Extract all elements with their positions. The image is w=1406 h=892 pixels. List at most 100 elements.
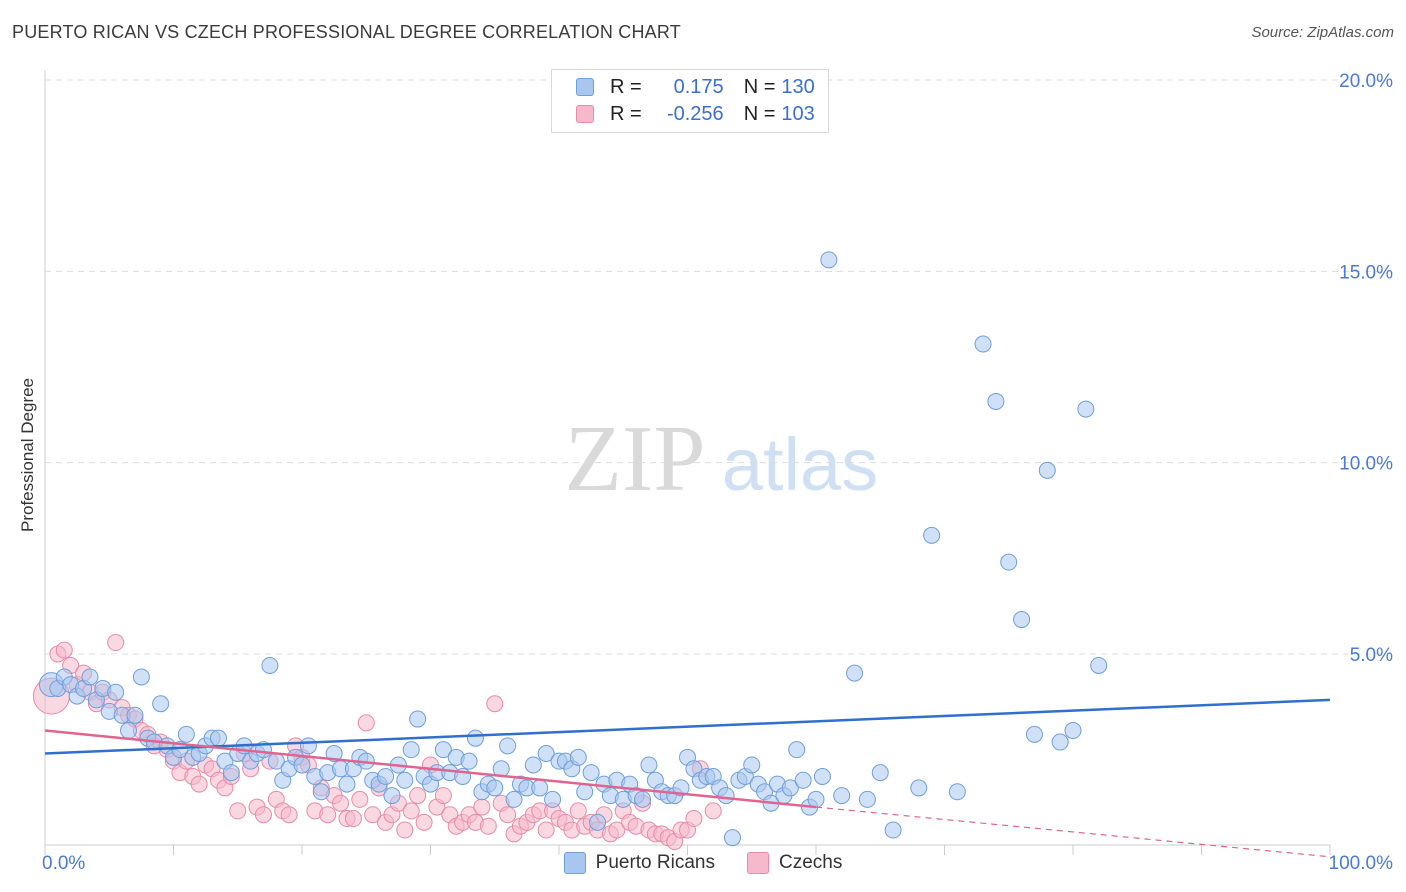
- czech-point: [254, 806, 272, 824]
- series-legend-czech[interactable]: Czechs: [746, 852, 843, 874]
- czech-point: [704, 802, 722, 820]
- czech-trend-extension: [815, 806, 1331, 858]
- legend-row-puerto-rican: R = 0.175 N = 130: [576, 75, 815, 99]
- czech-point: [409, 787, 427, 805]
- czech-point: [608, 821, 626, 839]
- czech-trend-line: [44, 729, 817, 809]
- puerto-rican-label: Puerto Ricans: [595, 852, 715, 873]
- puerto-rican-point: [948, 783, 966, 801]
- puerto-rican-point: [537, 744, 555, 762]
- czech-point: [351, 790, 369, 808]
- puerto-rican-point: [672, 779, 690, 797]
- puerto-rican-point: [402, 741, 420, 759]
- legend-n-label: N =: [743, 75, 776, 98]
- puerto-rican-point: [460, 752, 478, 770]
- y-tick-label: 5.0%: [1350, 645, 1393, 666]
- puerto-rican-point: [209, 729, 227, 747]
- czech-point: [402, 802, 420, 820]
- puerto-rican-point: [858, 790, 876, 808]
- puerto-rican-point: [312, 783, 330, 801]
- series-legend-puerto-rican[interactable]: Puerto Ricans: [563, 852, 715, 874]
- puerto-rican-point: [120, 722, 138, 740]
- correlation-legend: R = 0.175 N = 130 R = -0.256 N = 103: [551, 69, 829, 133]
- series-legend: Puerto Ricans Czechs: [0, 852, 1406, 874]
- puerto-rican-points: [38, 251, 1108, 847]
- puerto-rican-point: [1013, 611, 1031, 629]
- czech-point: [364, 806, 382, 824]
- puerto-rican-point: [813, 767, 831, 785]
- puerto-rican-point: [1000, 553, 1018, 571]
- trend-lines: [44, 698, 1331, 858]
- legend-r-label: R =: [610, 102, 642, 125]
- puerto-rican-point: [126, 706, 144, 724]
- puerto-rican-point: [781, 779, 799, 797]
- puerto-rican-point: [846, 664, 864, 682]
- puerto-rican-point: [1038, 461, 1056, 479]
- x-tick-label: 0.0%: [42, 853, 85, 874]
- legend-n-value: 103: [781, 102, 815, 125]
- czech-point: [107, 634, 125, 652]
- puerto-rican-point: [171, 741, 189, 759]
- watermark-atlas: atlas: [722, 423, 878, 506]
- puerto-rican-point: [107, 683, 125, 701]
- czech-point: [537, 821, 555, 839]
- puerto-rican-point: [987, 392, 1005, 410]
- czech-points: [32, 634, 722, 851]
- puerto-rican-point: [634, 790, 652, 808]
- czech-point: [499, 806, 517, 824]
- czech-point: [332, 794, 350, 812]
- axes: [44, 70, 1331, 855]
- czech-point: [396, 821, 414, 839]
- puerto-rican-trend-line: [44, 698, 1331, 755]
- tick-labels: 5.0% 10.0% 15.0% 20.0% 0.0% 100.0%: [42, 71, 1393, 874]
- puerto-rican-point: [923, 526, 941, 544]
- puerto-rican-point: [788, 741, 806, 759]
- puerto-rican-point: [544, 790, 562, 808]
- legend-swatch-czech: [576, 105, 594, 123]
- puerto-rican-point: [640, 756, 658, 774]
- czech-point: [473, 798, 491, 816]
- puerto-rican-point: [383, 787, 401, 805]
- y-tick-label: 20.0%: [1339, 71, 1393, 92]
- legend-r-value: -0.256: [666, 102, 724, 125]
- czech-point: [319, 806, 337, 824]
- puerto-rican-point: [743, 756, 761, 774]
- legend-n-value: 130: [781, 75, 815, 98]
- puerto-rican-point: [723, 829, 741, 847]
- puerto-rican-point: [717, 787, 735, 805]
- czech-point: [434, 787, 452, 805]
- czech-point: [479, 817, 497, 835]
- legend-r-value: 0.175: [673, 75, 724, 98]
- puerto-rican-point: [910, 779, 928, 797]
- czech-point: [415, 813, 433, 831]
- puerto-rican-point: [466, 729, 484, 747]
- puerto-rican-point: [576, 783, 594, 801]
- puerto-rican-point: [293, 756, 311, 774]
- puerto-rican-point: [569, 748, 587, 766]
- puerto-rican-point: [589, 813, 607, 831]
- legend-n-label: N =: [743, 102, 776, 125]
- puerto-rican-point: [222, 764, 240, 782]
- puerto-rican-point: [396, 771, 414, 789]
- puerto-rican-point: [505, 790, 523, 808]
- puerto-rican-point: [132, 668, 150, 686]
- puerto-rican-swatch: [563, 852, 586, 874]
- czech-point: [55, 641, 73, 659]
- czech-label: Czechs: [778, 852, 843, 873]
- puerto-rican-point: [1077, 400, 1095, 418]
- puerto-rican-point: [377, 767, 395, 785]
- puerto-rican-point: [338, 775, 356, 793]
- puerto-rican-point: [884, 821, 902, 839]
- puerto-rican-point: [807, 790, 825, 808]
- czech-point: [190, 775, 208, 793]
- puerto-rican-point: [974, 335, 992, 353]
- puerto-rican-point: [81, 668, 99, 686]
- czech-point: [229, 802, 247, 820]
- puerto-rican-point: [871, 764, 889, 782]
- puerto-rican-point: [409, 710, 427, 728]
- puerto-rican-point: [299, 737, 317, 755]
- czech-point: [486, 695, 504, 713]
- puerto-rican-point: [1025, 725, 1043, 743]
- puerto-rican-point: [261, 656, 279, 674]
